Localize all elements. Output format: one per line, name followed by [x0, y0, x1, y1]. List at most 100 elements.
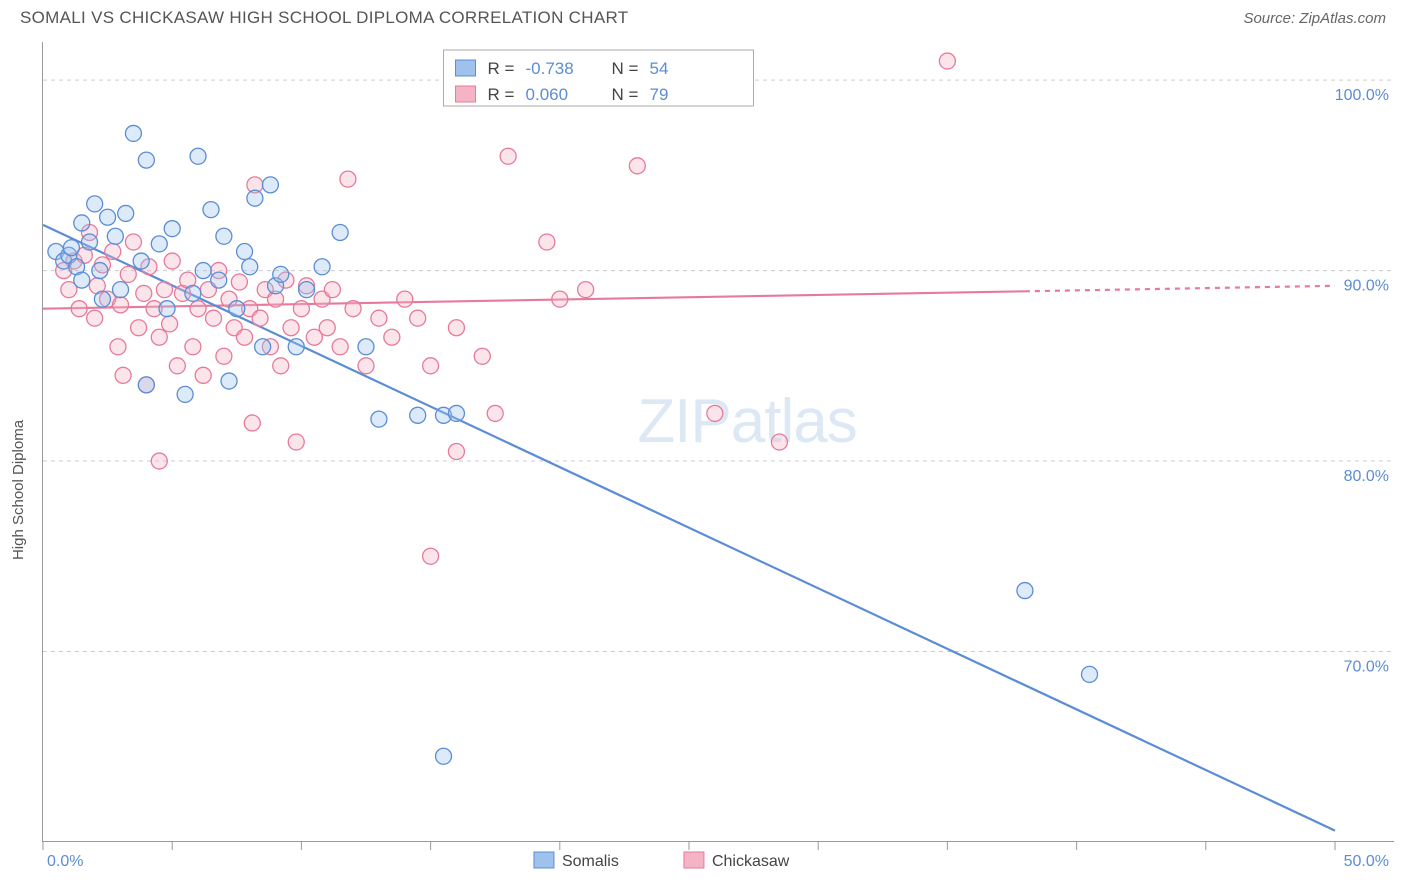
legend-swatch [456, 86, 476, 102]
watermark: ZIPatlas [637, 387, 856, 456]
legend-n-value: 54 [650, 59, 669, 78]
data-point [177, 386, 193, 402]
data-point [94, 291, 110, 307]
data-point [164, 253, 180, 269]
data-point [190, 301, 206, 317]
chart-area: 70.0%80.0%90.0%100.0%ZIPatlasR =-0.738N … [42, 42, 1394, 842]
data-point [138, 377, 154, 393]
data-point [92, 263, 108, 279]
data-point [159, 301, 175, 317]
bottom-legend-swatch [534, 852, 554, 868]
data-point [100, 209, 116, 225]
x-label-right: 50.0% [1344, 853, 1389, 870]
data-point [237, 329, 253, 345]
data-point [169, 358, 185, 374]
legend-r-value: 0.060 [526, 85, 569, 104]
data-point [151, 236, 167, 252]
data-point [288, 339, 304, 355]
data-point [345, 301, 361, 317]
data-point [105, 244, 121, 260]
data-point [185, 285, 201, 301]
data-point [74, 215, 90, 231]
data-point [324, 282, 340, 298]
data-point [151, 453, 167, 469]
data-point [247, 190, 263, 206]
y-tick-label: 70.0% [1344, 659, 1389, 676]
data-point [629, 158, 645, 174]
data-point [500, 148, 516, 164]
data-point [358, 358, 374, 374]
y-tick-label: 90.0% [1344, 278, 1389, 295]
data-point [314, 259, 330, 275]
data-point [125, 234, 141, 250]
data-point [244, 415, 260, 431]
data-point [252, 310, 268, 326]
data-point [410, 310, 426, 326]
data-point [319, 320, 335, 336]
x-label-left: 0.0% [47, 853, 83, 870]
chart-header: SOMALI VS CHICKASAW HIGH SCHOOL DIPLOMA … [0, 0, 1406, 34]
data-point [211, 272, 227, 288]
data-point [262, 177, 278, 193]
data-point [190, 148, 206, 164]
data-point [71, 301, 87, 317]
data-point [216, 228, 232, 244]
data-point [229, 301, 245, 317]
regression-line-extrapolated [1025, 286, 1335, 291]
data-point [371, 310, 387, 326]
data-point [332, 224, 348, 240]
legend-r-label: R = [488, 85, 515, 104]
data-point [288, 434, 304, 450]
data-point [82, 234, 98, 250]
data-point [115, 367, 131, 383]
data-point [120, 266, 136, 282]
data-point [371, 411, 387, 427]
data-point [63, 240, 79, 256]
data-point [113, 297, 129, 313]
data-point [410, 407, 426, 423]
data-point [136, 285, 152, 301]
legend-n-label: N = [612, 59, 639, 78]
data-point [293, 301, 309, 317]
data-point [273, 358, 289, 374]
data-point [397, 291, 413, 307]
legend-r-label: R = [488, 59, 515, 78]
data-point [358, 339, 374, 355]
data-point [1017, 583, 1033, 599]
data-point [436, 748, 452, 764]
data-point [707, 405, 723, 421]
data-point [216, 348, 232, 364]
data-point [474, 348, 490, 364]
data-point [448, 444, 464, 460]
data-point [487, 405, 503, 421]
data-point [138, 152, 154, 168]
y-axis-label: High School Diploma [10, 419, 27, 560]
legend-n-value: 79 [650, 85, 669, 104]
bottom-legend-label: Chickasaw [712, 853, 790, 870]
data-point [273, 266, 289, 282]
y-tick-label: 80.0% [1344, 468, 1389, 485]
data-point [242, 259, 258, 275]
legend-swatch [456, 60, 476, 76]
data-point [771, 434, 787, 450]
data-point [87, 310, 103, 326]
data-point [939, 53, 955, 69]
data-point [118, 205, 134, 221]
data-point [299, 282, 315, 298]
data-point [185, 339, 201, 355]
data-point [110, 339, 126, 355]
data-point [206, 310, 222, 326]
data-point [283, 320, 299, 336]
data-point [87, 196, 103, 212]
data-point [164, 221, 180, 237]
data-point [195, 367, 211, 383]
data-point [384, 329, 400, 345]
y-tick-label: 100.0% [1335, 87, 1389, 104]
data-point [131, 320, 147, 336]
data-point [113, 282, 129, 298]
data-point [151, 329, 167, 345]
data-point [552, 291, 568, 307]
source-label: Source: ZipAtlas.com [1243, 10, 1386, 27]
bottom-legend-swatch [684, 852, 704, 868]
data-point [195, 263, 211, 279]
